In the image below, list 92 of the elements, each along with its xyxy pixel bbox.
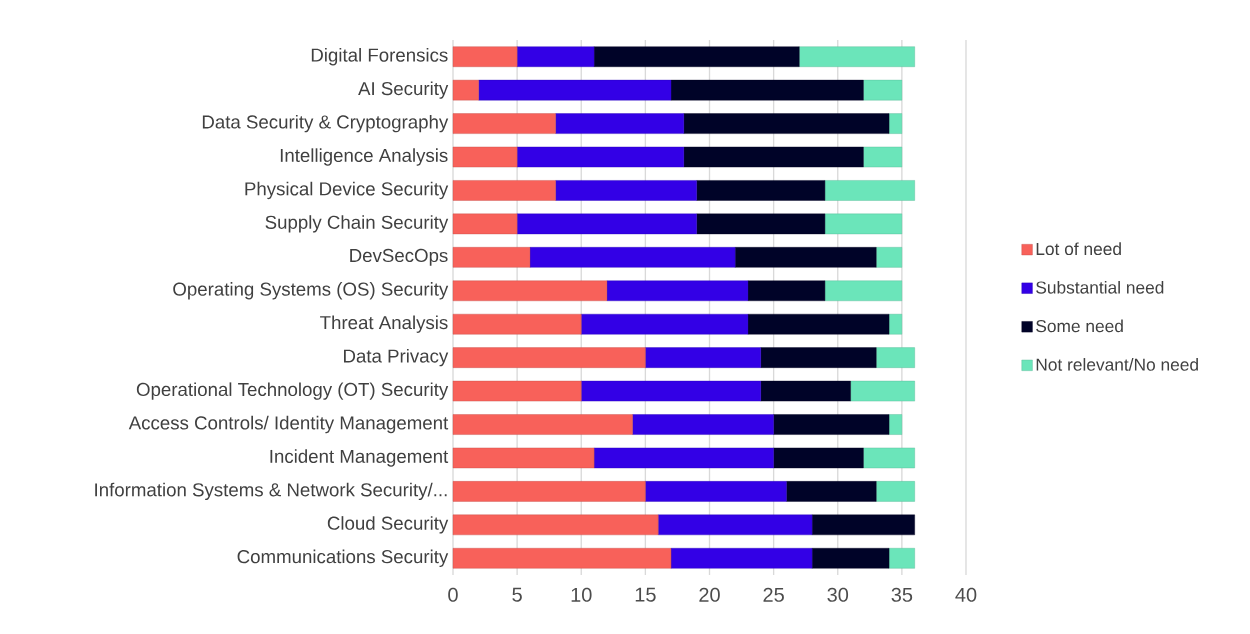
x-tick-label: 20 <box>699 587 720 602</box>
bar <box>747 280 826 302</box>
y-tick-label: Threat Analysis <box>320 315 448 333</box>
y-tick-label: Access Controls/ Identity Management <box>128 415 449 434</box>
bar <box>452 280 608 302</box>
x-tick-label: 15 <box>635 587 656 602</box>
legend-label: Some need <box>1036 319 1123 333</box>
bar <box>863 146 903 168</box>
bar <box>760 347 877 368</box>
y-tick-label: Cloud Security <box>327 516 449 534</box>
bar <box>452 548 672 569</box>
y-tick-label: Data Security & Cryptography <box>202 114 449 133</box>
bar <box>888 113 903 134</box>
x-tick-label: 30 <box>827 587 849 602</box>
bar <box>747 313 890 335</box>
bar <box>760 380 851 402</box>
bar <box>824 180 915 201</box>
bar <box>888 548 915 569</box>
bar <box>696 180 826 201</box>
bar <box>683 113 890 134</box>
bar <box>516 213 697 235</box>
bar <box>811 548 890 569</box>
legend-label: Substantial need <box>1036 280 1164 294</box>
y-tick-label: Information Systems & Network Security/... <box>95 482 447 501</box>
bar <box>452 247 531 268</box>
y-tick-label: Physical Device Security <box>245 181 449 200</box>
bar <box>799 46 915 67</box>
y-tick-label: Incident Management <box>270 449 449 467</box>
bar <box>888 414 903 435</box>
legend-label: Not relevant/No need <box>1036 358 1198 371</box>
bar <box>452 213 518 235</box>
x-tick-label: 35 <box>891 587 913 602</box>
bar <box>863 447 915 469</box>
bar <box>581 380 761 402</box>
bar <box>824 280 903 302</box>
x-tick-label: 0 <box>448 587 458 602</box>
bar <box>516 146 685 168</box>
bar <box>606 280 749 302</box>
bar <box>529 247 736 268</box>
bar <box>555 113 685 134</box>
x-tick-label: 5 <box>512 587 522 602</box>
bar <box>581 313 749 335</box>
bar <box>670 548 813 569</box>
y-tick-label: Data Privacy <box>344 348 449 367</box>
bar <box>452 313 582 335</box>
bar <box>876 247 903 268</box>
bar <box>811 514 915 536</box>
bar <box>452 380 582 402</box>
bar <box>670 79 864 101</box>
bar <box>876 347 915 368</box>
bar <box>452 113 556 134</box>
y-tick-label: Communications Security <box>237 549 449 567</box>
bar <box>478 79 672 101</box>
bar <box>824 213 903 235</box>
bar <box>850 380 915 402</box>
bar <box>593 447 774 469</box>
x-tick-label: 10 <box>571 587 592 602</box>
bar <box>888 313 903 335</box>
y-tick-label: Operating Systems (OS) Security <box>173 282 449 300</box>
bar <box>683 146 864 168</box>
bar <box>658 514 813 536</box>
bar <box>773 414 890 435</box>
legend-label: Lot of need <box>1036 242 1121 256</box>
bar <box>452 180 556 201</box>
bar <box>452 146 518 168</box>
bar <box>696 213 826 235</box>
y-tick-label: Digital Forensics <box>311 48 448 66</box>
bar <box>452 347 646 368</box>
bar <box>773 447 864 469</box>
bar <box>876 481 915 502</box>
bar <box>452 514 659 536</box>
bar <box>452 447 595 469</box>
bar <box>516 46 595 67</box>
y-tick-label: Operational Technology (OT) Security <box>136 382 449 400</box>
bar <box>734 247 877 268</box>
bar <box>863 79 903 101</box>
bar <box>452 481 646 502</box>
bar <box>632 414 774 435</box>
bar <box>452 46 518 67</box>
bar <box>593 46 800 67</box>
x-tick-label: 40 <box>955 587 977 602</box>
bar <box>555 180 697 201</box>
bar <box>452 79 479 101</box>
bar <box>645 347 761 368</box>
y-tick-label: Supply Chain Security <box>265 215 449 233</box>
x-tick-label: 25 <box>763 587 784 602</box>
bar <box>645 481 787 502</box>
bar <box>452 414 633 435</box>
y-tick-label: DevSecOps <box>350 248 448 266</box>
y-tick-label: Intelligence Analysis <box>280 148 448 166</box>
y-tick-label: AI Security <box>358 81 449 99</box>
bar <box>786 481 877 502</box>
